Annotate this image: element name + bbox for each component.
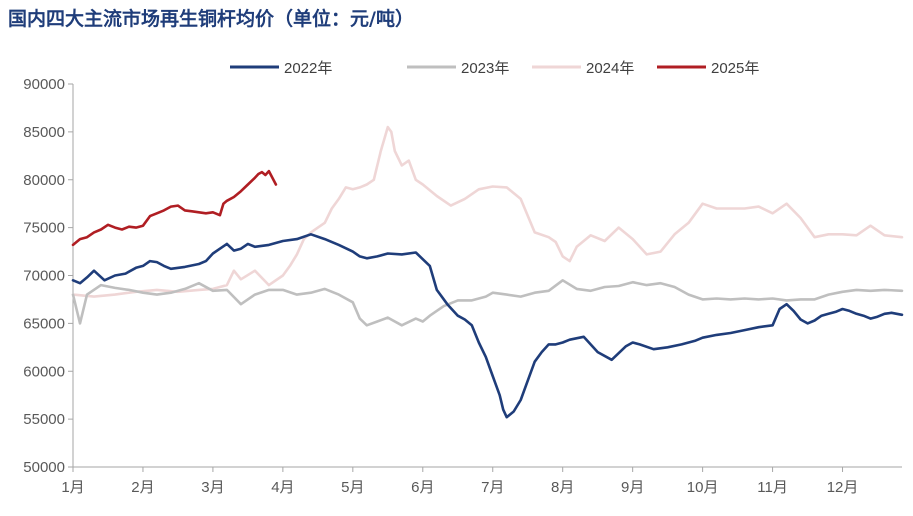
y-tick-label: 60000 [23,363,65,380]
x-tick-label: 10月 [687,479,719,496]
y-tick-label: 85000 [23,124,65,141]
x-tick-label: 3月 [201,479,224,496]
x-tick-label: 6月 [411,479,434,496]
x-tick-label: 1月 [61,479,84,496]
y-tick-label: 50000 [23,459,65,476]
x-tick-label: 12月 [827,479,859,496]
chart-title: 国内四大主流市场再生铜杆均价（单位：元/吨） [8,8,414,30]
x-tick-label: 5月 [341,479,364,496]
y-tick-label: 70000 [23,268,65,285]
x-tick-label: 4月 [271,479,294,496]
y-tick-label: 80000 [23,172,65,189]
x-tick-label: 11月 [757,479,788,496]
x-tick-label: 2月 [131,479,154,496]
series-line-2022年 [71,233,904,419]
series-line-2025年 [71,169,278,247]
y-tick-label: 75000 [23,220,65,237]
legend-label: 2023年 [461,60,509,77]
legend-label: 2024年 [586,60,634,77]
y-tick-label: 55000 [23,411,65,428]
x-tick-label: 7月 [481,479,504,496]
legend-label: 2025年 [711,60,759,77]
series-line-2024年 [71,125,904,298]
series-line-2023年 [71,279,904,327]
x-tick-label: 9月 [621,479,644,496]
y-tick-label: 65000 [23,315,65,332]
y-tick-label: 90000 [23,76,65,93]
legend-label: 2022年 [284,60,332,77]
x-tick-label: 8月 [551,479,574,496]
